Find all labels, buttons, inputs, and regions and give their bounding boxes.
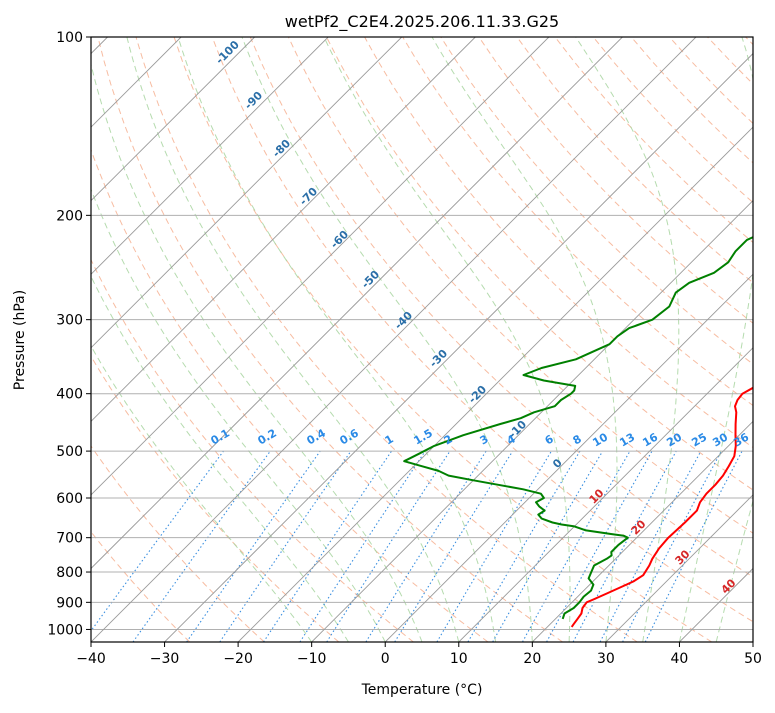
plot-frame xyxy=(91,37,753,642)
dry-adiabat-label: -70 xyxy=(297,185,320,208)
dewpoint-profile-line xyxy=(404,37,775,619)
y-tick-label: 900 xyxy=(56,595,83,611)
dry-adiabat-line xyxy=(22,37,414,642)
y-tick-label: 400 xyxy=(56,387,83,403)
isotherm-gridline xyxy=(17,37,622,642)
y-tick-label: 600 xyxy=(56,491,83,507)
grid-layer xyxy=(0,37,775,642)
dry-adiabat-line xyxy=(517,37,775,642)
dry-adiabat-line xyxy=(136,37,637,642)
y-tick-label: 800 xyxy=(56,565,83,581)
mixing-ratio-label: 0.2 xyxy=(256,426,279,447)
mixing-ratio-line xyxy=(83,451,224,642)
dry-adiabat-line xyxy=(746,37,775,642)
mixing-ratio-label: 1 xyxy=(383,432,396,447)
dry-adiabat-line xyxy=(0,37,339,642)
moist-adiabat-line xyxy=(85,37,422,642)
dry-adiabat-label: -50 xyxy=(359,268,382,291)
dry-adiabat-label: 0 xyxy=(550,456,565,471)
isotherm-gridline xyxy=(312,37,775,642)
chart-title: wetPf2_C2E4.2025.206.11.33.G25 xyxy=(285,12,559,32)
moist-adiabat-line xyxy=(679,37,761,642)
y-tick-label: 700 xyxy=(56,531,83,547)
mixing-ratio-label: 1.5 xyxy=(412,426,435,447)
dry-adiabat-label: -100 xyxy=(213,38,242,67)
moist-adiabat-line xyxy=(127,37,459,642)
x-tick-label: −40 xyxy=(76,651,106,667)
dry-adiabat-label: -40 xyxy=(392,309,415,332)
mixing-ratio-label: 36 xyxy=(731,430,751,449)
dry-adiabat-line xyxy=(60,37,488,642)
x-tick-label: −20 xyxy=(223,651,253,667)
dry-adiabat-label: 20 xyxy=(629,517,649,537)
mixing-ratio-label: 0.6 xyxy=(338,426,362,447)
dry-adiabat-label: 30 xyxy=(673,547,693,567)
dry-adiabat-line xyxy=(0,37,264,642)
dry-adiabat-label: -60 xyxy=(328,228,351,251)
y-tick-label: 300 xyxy=(56,313,83,329)
mixing-ratio-line xyxy=(468,451,580,642)
mixing-ratio-label: 0.4 xyxy=(305,426,329,447)
dry-adiabat-label: -30 xyxy=(427,347,450,370)
dry-adiabat-line xyxy=(441,37,775,642)
x-tick-label: 10 xyxy=(450,651,468,667)
mixing-ratio-label: 0.1 xyxy=(209,426,232,447)
x-tick-label: 40 xyxy=(671,651,689,667)
y-axis-label: Pressure (hPa) xyxy=(12,290,28,390)
mixing-ratio-label: 16 xyxy=(640,430,660,449)
moist-adiabat-line xyxy=(19,37,349,642)
y-tick-label: 200 xyxy=(56,208,83,224)
mixing-ratio-label: 10 xyxy=(590,430,610,449)
moist-adiabat-line xyxy=(242,37,532,642)
isotherm-gridline xyxy=(753,37,775,642)
y-tick-label: 500 xyxy=(56,444,83,460)
isopleth-label-layer: -100-90-80-70-60-50-40-30-20-10010203040… xyxy=(209,38,752,597)
mixing-ratio-line xyxy=(327,451,450,642)
x-tick-label: 50 xyxy=(744,651,762,667)
temperature-profile-line xyxy=(572,37,775,627)
x-tick-label: 20 xyxy=(523,651,541,667)
mixing-ratio-label: 13 xyxy=(617,431,637,450)
mixing-ratio-line xyxy=(437,451,552,642)
dry-adiabat-label: 10 xyxy=(587,486,607,506)
isotherm-gridline xyxy=(0,37,255,642)
dry-adiabat-label: -80 xyxy=(270,137,293,160)
mixing-ratio-line xyxy=(600,451,701,642)
isotherm-gridline xyxy=(385,37,775,642)
isotherm-gridline xyxy=(238,37,775,642)
moist-adiabat-line xyxy=(324,37,570,642)
x-tick-label: −10 xyxy=(297,651,327,667)
isotherm-gridline xyxy=(0,37,402,642)
x-axis-label: Temperature (°C) xyxy=(361,682,483,698)
moist-adiabat-line xyxy=(716,37,775,642)
isotherm-gridline xyxy=(91,37,696,642)
mixing-ratio-label: 3 xyxy=(478,432,491,447)
isotherm-gridline xyxy=(679,37,775,642)
isotherm-gridline xyxy=(459,37,775,642)
dry-adiabat-line xyxy=(708,37,775,642)
x-tick-label: −30 xyxy=(150,651,180,667)
dry-adiabat-line xyxy=(0,37,190,642)
x-tick-label: 30 xyxy=(597,651,615,667)
dry-adiabat-label: -20 xyxy=(466,383,489,406)
dry-adiabat-line xyxy=(555,37,775,642)
dry-adiabat-line xyxy=(479,37,775,642)
mixing-ratio-line xyxy=(220,451,351,642)
y-tick-label: 1000 xyxy=(47,622,83,638)
mixing-ratio-line xyxy=(264,451,392,642)
dry-adiabat-label: -90 xyxy=(242,89,265,112)
x-tick-label: 0 xyxy=(381,651,390,667)
mixing-ratio-line xyxy=(300,451,425,642)
moist-adiabat-line xyxy=(178,37,496,642)
dry-adiabat-label: 40 xyxy=(719,576,739,596)
moist-adiabat-line xyxy=(576,37,679,642)
y-tick-label: 100 xyxy=(56,30,83,46)
